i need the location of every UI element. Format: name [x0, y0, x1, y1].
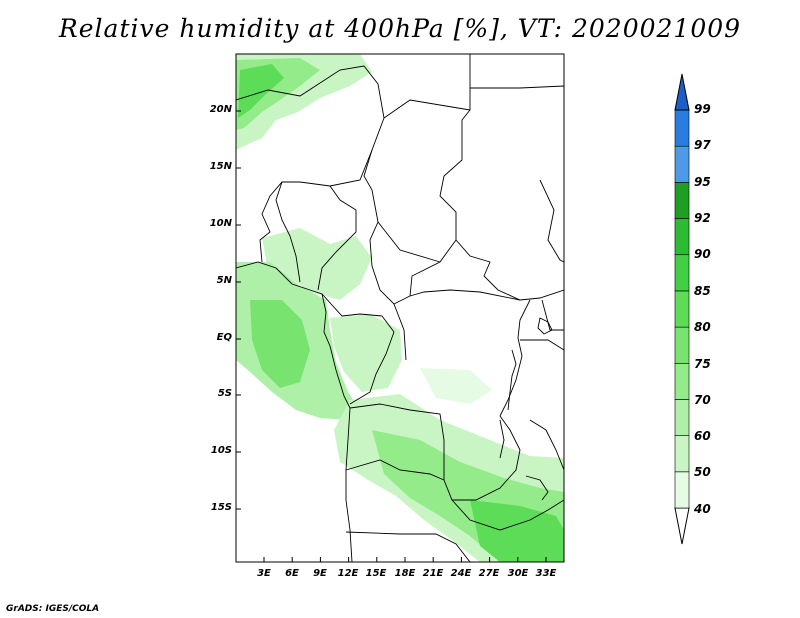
map-title: Relative humidity at 400hPa [%], VT: 202…: [58, 14, 742, 43]
humidity-area-congo-east: [420, 368, 492, 404]
lon-label: 27E: [478, 568, 500, 579]
map-frame: [235, 53, 565, 563]
colorbar-segment: [674, 145, 690, 183]
colorbar-label: 95: [694, 175, 711, 189]
axis-ticks: [236, 110, 547, 562]
colorbar-label: 99: [694, 102, 711, 116]
colorbar: [674, 73, 690, 545]
lon-label: 15E: [365, 568, 387, 579]
lat-label: 10N: [209, 218, 232, 229]
colorbar-label: 85: [694, 284, 711, 298]
lon-label: 33E: [535, 568, 557, 579]
humidity-area-southern-peak: [470, 500, 564, 562]
colorbar-segment: [674, 435, 690, 473]
lat-label: 5S: [217, 388, 232, 399]
colorbar-segment: [674, 399, 690, 436]
colorbar-label: 75: [694, 357, 711, 371]
colorbar-label: 50: [694, 465, 711, 479]
humidity-shading: [236, 54, 564, 562]
lat-label: 10S: [210, 445, 232, 456]
lat-label: EQ: [216, 332, 232, 343]
colorbar-label: 90: [694, 247, 711, 261]
lon-label: 6E: [285, 568, 299, 579]
lat-label: 15S: [210, 502, 232, 513]
colorbar-segment: [674, 471, 690, 509]
colorbar-label: 70: [694, 393, 711, 407]
colorbar-segment: [674, 109, 690, 147]
lon-label: 18E: [394, 568, 416, 579]
colorbar-label: 97: [694, 138, 711, 152]
humidity-area-gulf-guinea-core: [250, 300, 310, 388]
grads-credit: GrADS: IGES/COLA: [6, 604, 100, 614]
lon-label: 12E: [337, 568, 359, 579]
lon-label: 9E: [313, 568, 327, 579]
humidity-area-congo: [330, 314, 402, 392]
colorbar-label: 92: [694, 211, 711, 225]
lon-label: 24E: [450, 568, 472, 579]
colorbar-arrow-low: [674, 507, 690, 545]
colorbar-segment: [674, 290, 690, 328]
colorbar-segment: [674, 182, 690, 219]
humidity-area-north-west-peak: [238, 64, 284, 118]
colorbar-label: 60: [694, 429, 711, 443]
colorbar-label: 80: [694, 320, 711, 334]
country-borders: [236, 54, 564, 562]
lon-label: 3E: [257, 568, 271, 579]
lon-label: 21E: [422, 568, 444, 579]
colorbar-segment: [674, 254, 690, 292]
colorbar-segment: [674, 326, 690, 364]
colorbar-segment: [674, 362, 690, 400]
colorbar-segment: [674, 218, 690, 256]
lat-label: 15N: [209, 161, 232, 172]
lon-label: 30E: [507, 568, 529, 579]
colorbar-label: 40: [694, 502, 711, 516]
lat-label: 5N: [216, 275, 232, 286]
humidity-area-west-africa: [262, 228, 372, 300]
lat-label: 20N: [209, 104, 232, 115]
colorbar-arrow-high: [674, 73, 690, 111]
